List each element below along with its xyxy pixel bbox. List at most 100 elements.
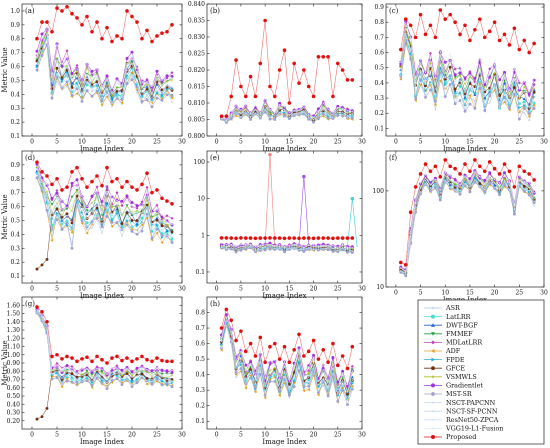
x-tick-label: 25	[153, 286, 161, 293]
x-tick-label: 5	[419, 290, 423, 297]
data-point	[269, 368, 271, 371]
data-point	[332, 117, 334, 119]
proposed-point	[522, 169, 527, 174]
data-point	[66, 56, 68, 59]
data-point	[235, 105, 237, 107]
data-point	[264, 109, 266, 111]
data-point	[75, 189, 79, 193]
data-point	[297, 368, 301, 372]
data-point	[317, 245, 320, 247]
data-point	[288, 244, 291, 246]
data-point	[493, 75, 496, 78]
data-point	[443, 60, 447, 64]
data-point	[513, 83, 516, 87]
data-point	[225, 317, 228, 319]
data-point	[66, 66, 68, 69]
data-point	[140, 229, 144, 233]
plot-frame	[206, 296, 363, 430]
proposed-point	[115, 176, 119, 181]
data-point	[145, 382, 149, 386]
proposed-point	[458, 32, 462, 37]
data-point	[463, 82, 467, 86]
data-point	[51, 218, 53, 220]
data-point	[498, 88, 501, 90]
data-point	[239, 248, 243, 252]
data-point	[454, 80, 456, 83]
data-point	[498, 102, 501, 104]
data-point	[488, 181, 492, 185]
data-point	[76, 203, 78, 206]
data-point	[45, 406, 49, 410]
data-point	[513, 78, 516, 80]
data-point	[350, 375, 354, 379]
data-point	[55, 211, 59, 215]
legend-marker	[431, 323, 435, 327]
data-point	[332, 247, 334, 249]
proposed-point	[306, 236, 311, 240]
data-point	[140, 100, 144, 104]
data-point	[312, 243, 315, 246]
data-point	[85, 78, 89, 82]
data-point	[160, 215, 164, 219]
data-point	[50, 238, 54, 242]
data-point	[302, 250, 306, 253]
data-point	[493, 182, 496, 184]
y-tick-label: 0.805	[188, 117, 205, 124]
data-point	[493, 178, 496, 181]
proposed-point	[268, 344, 272, 349]
data-point	[161, 79, 163, 81]
data-point	[110, 206, 114, 210]
data-point	[155, 76, 159, 80]
proposed-point	[95, 20, 99, 24]
data-point	[439, 55, 441, 57]
data-point	[264, 384, 266, 387]
series-line-vsmwls	[221, 316, 353, 393]
data-point	[146, 90, 148, 92]
y-tick-label: 0.4	[374, 80, 384, 87]
proposed-point	[170, 359, 174, 364]
data-point	[85, 379, 89, 383]
legend-item: FMMEF	[424, 330, 473, 338]
series-line-resnet50-zpca	[36, 33, 173, 95]
data-point	[263, 110, 267, 114]
x-tick-label: 20	[491, 290, 499, 297]
data-point	[155, 379, 159, 383]
data-point	[146, 95, 148, 97]
data-point	[46, 200, 48, 202]
data-point	[101, 232, 103, 234]
data-point	[235, 107, 237, 110]
data-point	[40, 263, 44, 267]
x-tick-label: 30	[178, 139, 186, 146]
data-point	[302, 389, 306, 393]
proposed-point	[345, 78, 350, 82]
data-point	[230, 114, 232, 117]
proposed-point	[287, 360, 292, 365]
data-point	[100, 225, 104, 229]
data-point	[135, 232, 139, 236]
proposed-point	[321, 348, 326, 352]
data-point	[220, 246, 223, 249]
data-point	[463, 95, 467, 99]
data-point	[278, 108, 281, 110]
data-point	[70, 230, 74, 234]
data-point	[90, 194, 94, 198]
data-point	[308, 112, 310, 114]
data-point	[405, 272, 407, 274]
data-point	[155, 203, 159, 207]
data-point	[444, 77, 446, 79]
data-point	[489, 92, 491, 95]
data-point	[240, 247, 242, 250]
data-point	[161, 93, 163, 95]
data-point	[60, 75, 64, 79]
data-point	[220, 336, 223, 339]
data-point	[51, 76, 53, 78]
data-point	[474, 170, 476, 172]
proposed-point	[130, 14, 134, 19]
data-point	[130, 78, 134, 82]
data-point	[95, 72, 99, 76]
data-point	[135, 373, 139, 377]
proposed-point	[150, 39, 154, 44]
data-point	[160, 368, 164, 372]
data-point	[518, 88, 520, 90]
proposed-point	[473, 158, 477, 162]
